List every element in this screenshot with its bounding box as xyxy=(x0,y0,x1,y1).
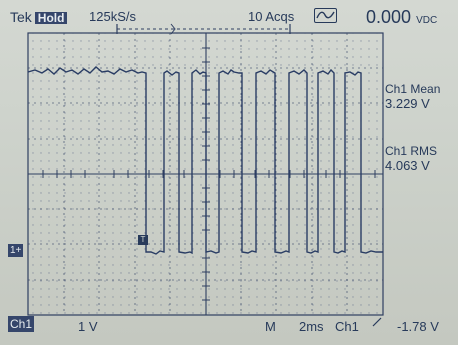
channel-ground-marker: 1+ xyxy=(8,244,24,257)
rms-measurement: Ch1 RMS 4.063 V xyxy=(385,144,438,174)
trigger-marker: T xyxy=(138,235,148,245)
rising-edge-icon xyxy=(372,317,382,327)
time-window-bracket xyxy=(116,23,291,35)
trigger-level: -1.78 V xyxy=(397,319,439,334)
dc-readout: 0.000 VDC xyxy=(366,8,437,26)
mean-value: 3.229 V xyxy=(385,95,430,111)
sample-rate: 125kS/s xyxy=(89,9,136,24)
rms-value: 4.063 V xyxy=(385,157,430,173)
brand-label: Tek xyxy=(10,9,32,25)
mean-measurement: Ch1 Mean 3.229 V xyxy=(385,82,441,112)
main-timebase-marker: M xyxy=(265,319,276,334)
dc-value: 0.000 xyxy=(366,7,412,27)
trigger-source: Ch1 xyxy=(335,319,359,334)
status-brand: Tek Hold xyxy=(10,9,68,25)
acquisition-count: 10 Acqs xyxy=(248,9,295,24)
channel-label: Ch1 xyxy=(8,316,35,332)
hold-badge: Hold xyxy=(34,12,68,24)
graticule-grid xyxy=(28,33,383,315)
volts-per-div: 1 V xyxy=(78,319,98,334)
ch1-waveform xyxy=(27,66,383,255)
mean-label: Ch1 Mean xyxy=(385,82,441,96)
waveform-icon xyxy=(314,8,337,23)
dc-unit: VDC xyxy=(416,15,438,26)
rms-label: Ch1 RMS xyxy=(385,144,438,158)
time-per-div: 2ms xyxy=(299,319,324,334)
